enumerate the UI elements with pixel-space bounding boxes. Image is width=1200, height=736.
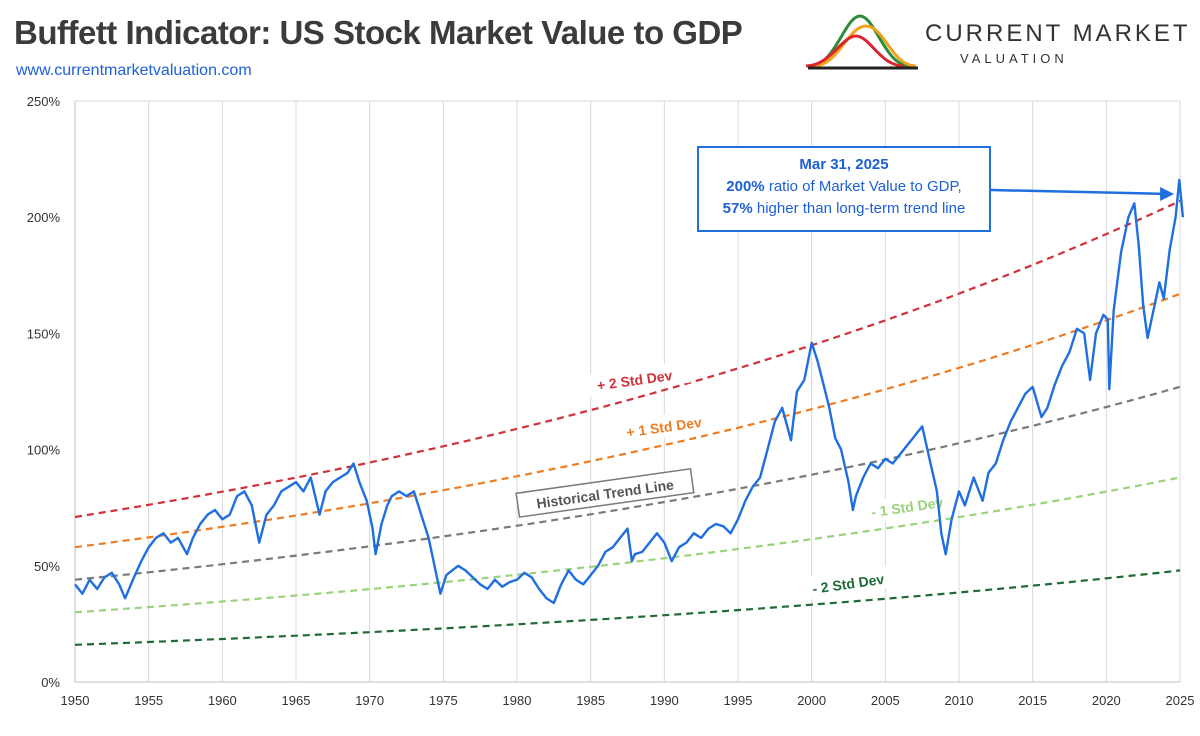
- band-label-0: + 2 Std Dev: [578, 360, 691, 398]
- bell-curve-logo-icon: [805, 14, 918, 70]
- callout-ratio-text: ratio of Market Value to GDP,: [764, 178, 962, 195]
- x-tick-label-2015: 2015: [1018, 693, 1047, 708]
- band-line-2: [74, 385, 1181, 581]
- band-label-bg-1: [607, 407, 720, 445]
- callout-line-2: 57% higher than long-term trend line: [699, 200, 989, 217]
- x-tick-label-2000: 2000: [797, 693, 826, 708]
- y-tick-label-150: 150%: [27, 326, 61, 341]
- callout-above-trend-value: 57%: [722, 200, 753, 217]
- y-tick-label-100: 100%: [27, 443, 61, 458]
- callout-arrow-head: [1160, 186, 1175, 201]
- y-tick-label-0: 0%: [41, 675, 60, 690]
- x-tick-label-1980: 1980: [503, 693, 532, 708]
- band-label-bg-4: [792, 564, 905, 602]
- callout-ratio-value: 200%: [726, 178, 765, 195]
- x-tick-label-1960: 1960: [208, 693, 237, 708]
- band-line-1: [74, 292, 1181, 549]
- x-tick-label-1970: 1970: [355, 693, 384, 708]
- callout-line-1: 200% ratio of Market Value to GDP,: [699, 178, 989, 195]
- x-tick-label-1995: 1995: [724, 693, 753, 708]
- x-tick-label-1950: 1950: [61, 693, 90, 708]
- website-url: www.currentmarketvaluation.com: [16, 62, 252, 79]
- x-tick-label-2005: 2005: [871, 693, 900, 708]
- callout-arrow-line: [990, 188, 1169, 196]
- brand-name: CURRENT MARKET: [925, 20, 1191, 47]
- x-tick-label-1990: 1990: [650, 693, 679, 708]
- x-tick-label-1955: 1955: [134, 693, 163, 708]
- band-line-0: [74, 199, 1181, 519]
- x-tick-label-1975: 1975: [429, 693, 458, 708]
- x-tick-label-2020: 2020: [1092, 693, 1121, 708]
- y-tick-label-50: 50%: [34, 559, 60, 574]
- x-tick-label-2025: 2025: [1166, 693, 1195, 708]
- market-cap-to-gdp-line: [74, 178, 1185, 605]
- band-line-4: [74, 569, 1181, 646]
- band-label-4: - 2 Std Dev: [792, 564, 905, 602]
- band-label-bg-0: [578, 360, 691, 398]
- brand-logo: CURRENT MARKET VALUATION: [800, 8, 1190, 78]
- callout-above-trend-text: higher than long-term trend line: [752, 200, 966, 217]
- band-line-3: [74, 476, 1181, 614]
- y-tick-label-200: 200%: [27, 210, 61, 225]
- band-label-2: Historical Trend Line: [515, 467, 695, 518]
- x-tick-label-1985: 1985: [576, 693, 605, 708]
- brand-subtitle: VALUATION: [960, 51, 1068, 66]
- latest-value-callout: Mar 31, 2025 200% ratio of Market Value …: [697, 146, 991, 232]
- page-title: Buffett Indicator: US Stock Market Value…: [14, 14, 743, 51]
- x-tick-label-1965: 1965: [282, 693, 311, 708]
- band-label-box-2: [515, 467, 695, 518]
- y-tick-label-250: 250%: [27, 94, 61, 109]
- callout-date: Mar 31, 2025: [799, 156, 889, 173]
- band-label-bg-3: [851, 487, 964, 525]
- x-tick-label-2010: 2010: [945, 693, 974, 708]
